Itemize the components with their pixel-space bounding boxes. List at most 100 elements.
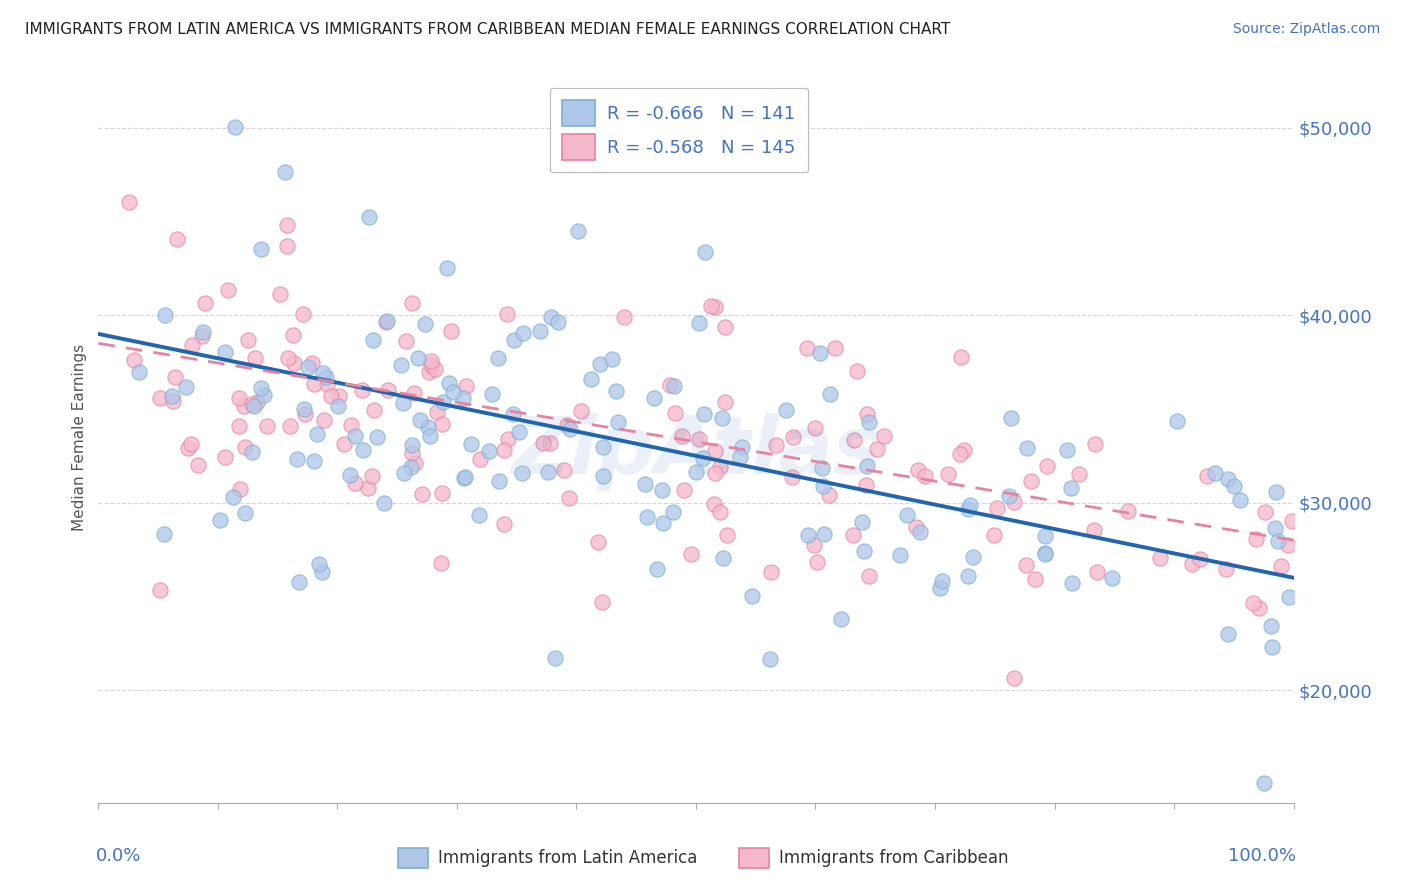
Point xyxy=(811,460,834,475)
Point xyxy=(389,358,412,372)
Point xyxy=(659,378,682,392)
Point xyxy=(889,548,911,562)
Point xyxy=(124,353,146,368)
Point xyxy=(481,387,503,401)
Point xyxy=(1223,479,1246,493)
Point xyxy=(664,405,686,419)
Point xyxy=(1101,571,1123,585)
Point xyxy=(361,469,384,483)
Point xyxy=(538,435,561,450)
Point xyxy=(302,454,325,468)
Point xyxy=(1019,474,1042,488)
Point xyxy=(256,418,278,433)
Point xyxy=(728,450,751,464)
Point xyxy=(512,326,534,341)
Y-axis label: Median Female Earnings: Median Female Earnings xyxy=(72,343,87,531)
Point xyxy=(468,508,491,523)
Text: ZipAtlas: ZipAtlas xyxy=(510,413,882,491)
Point xyxy=(907,463,929,477)
Point xyxy=(250,242,273,256)
Point xyxy=(315,369,337,384)
Point xyxy=(1264,485,1286,500)
Point xyxy=(468,452,491,467)
Point xyxy=(426,405,449,419)
Point xyxy=(741,589,763,603)
Point xyxy=(281,328,304,343)
Point xyxy=(1116,504,1139,518)
Point xyxy=(591,595,613,609)
Point xyxy=(1033,528,1056,542)
Point xyxy=(671,429,693,443)
Point xyxy=(401,296,423,310)
Point xyxy=(246,394,269,409)
Point xyxy=(402,385,425,400)
Point xyxy=(214,345,236,359)
Point xyxy=(419,354,441,368)
Point xyxy=(276,219,298,233)
Point xyxy=(1188,551,1211,566)
Point xyxy=(806,555,828,569)
Point xyxy=(187,458,209,473)
Point xyxy=(292,401,315,416)
Point xyxy=(174,379,197,393)
Point xyxy=(494,517,516,532)
Point xyxy=(308,557,330,571)
Point xyxy=(1033,546,1056,560)
Point xyxy=(1254,505,1277,519)
Point xyxy=(699,299,721,313)
Point xyxy=(429,556,451,570)
Point xyxy=(818,387,841,401)
Point xyxy=(217,283,239,297)
Point xyxy=(679,547,702,561)
Point xyxy=(544,651,567,665)
Point xyxy=(149,582,172,597)
Point xyxy=(253,387,276,401)
Point xyxy=(508,425,530,440)
Point xyxy=(688,316,710,330)
Point xyxy=(567,224,589,238)
Point xyxy=(343,429,366,443)
Point xyxy=(128,365,150,379)
Point xyxy=(537,465,560,479)
Point xyxy=(592,440,614,454)
Point xyxy=(404,456,426,470)
Point xyxy=(824,342,846,356)
Point xyxy=(243,351,266,365)
Point xyxy=(413,317,436,331)
Point xyxy=(651,483,673,497)
Point xyxy=(1249,600,1271,615)
Point xyxy=(813,527,835,541)
Point xyxy=(703,497,725,511)
Point xyxy=(873,429,896,443)
Point xyxy=(315,376,337,391)
Point xyxy=(494,443,516,458)
Point xyxy=(373,496,395,510)
Point xyxy=(228,391,250,405)
Point xyxy=(361,334,384,348)
Point xyxy=(419,358,441,372)
Point xyxy=(866,442,889,457)
Text: 100.0%: 100.0% xyxy=(1227,847,1296,864)
Point xyxy=(238,333,260,347)
Point xyxy=(363,402,385,417)
Point xyxy=(856,407,879,421)
Point xyxy=(634,477,657,491)
Point xyxy=(803,538,825,552)
Point xyxy=(503,333,526,347)
Point xyxy=(1197,468,1219,483)
Point xyxy=(1241,596,1264,610)
Point xyxy=(904,520,927,534)
Point xyxy=(1060,481,1083,495)
Point xyxy=(759,566,782,580)
Point xyxy=(350,383,373,397)
Point xyxy=(276,239,298,253)
Point xyxy=(842,433,865,447)
Point xyxy=(312,366,335,380)
Point xyxy=(713,320,735,334)
Point xyxy=(436,261,458,276)
Point xyxy=(117,195,139,210)
Point xyxy=(953,442,976,457)
Point xyxy=(297,360,319,375)
Point xyxy=(1260,640,1282,654)
Point xyxy=(804,420,827,434)
